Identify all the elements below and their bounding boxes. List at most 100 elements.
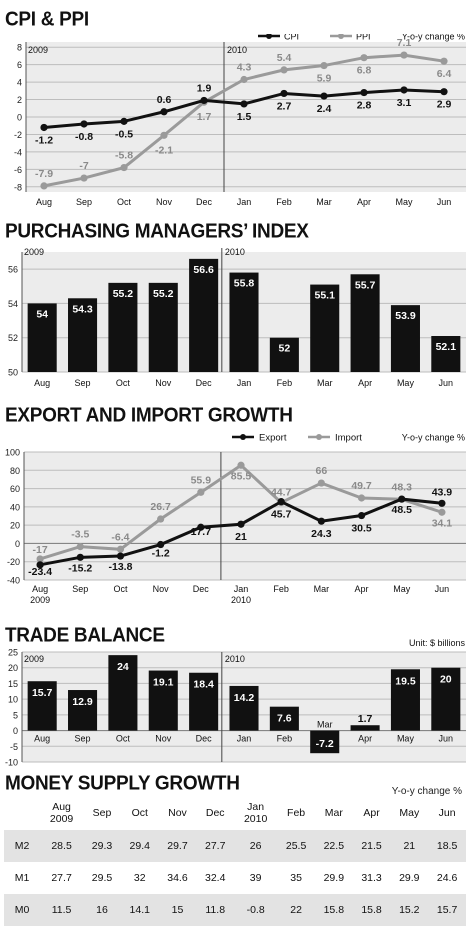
column-header: Sep <box>92 807 112 819</box>
table-cell: 29.9 <box>323 872 345 884</box>
year-label: 2010 <box>231 595 251 605</box>
data-label-import: 48.3 <box>392 481 413 493</box>
pmi-title: PURCHASING MANAGERS’ INDEX <box>5 220 309 243</box>
data-point <box>240 75 248 84</box>
export-import-title: EXPORT AND IMPORT GROWTH <box>5 404 293 427</box>
table-cell: 11.8 <box>205 904 226 916</box>
y-tick-label: 10 <box>8 695 18 705</box>
column-header: Oct <box>131 807 148 819</box>
x-tick-label: Mar <box>314 584 330 594</box>
x-tick-label: Nov <box>155 734 172 744</box>
bar <box>27 303 57 372</box>
x-tick-label: Dec <box>196 734 213 744</box>
data-point <box>320 61 328 70</box>
data-label-cpi: -0.8 <box>75 131 93 143</box>
x-tick-label: Nov <box>156 197 173 207</box>
bar-value-label: 19.5 <box>395 675 416 687</box>
money-supply-table: Aug 2009 Sep Oct Nov Dec Jan 2010 Feb Mar Apr May… <box>4 796 466 926</box>
bar <box>390 305 420 372</box>
bar <box>269 337 299 372</box>
x-tick-label: Dec <box>193 584 210 594</box>
data-point <box>440 88 448 96</box>
x-tick-label: Apr <box>358 378 372 388</box>
y-tick-label: 50 <box>8 368 18 378</box>
y-tick-label: 6 <box>17 60 22 70</box>
data-point <box>438 499 446 507</box>
data-label-ppi: 1.7 <box>197 111 212 123</box>
bar-value-label: 55.1 <box>315 290 336 302</box>
table-cell: 27.7 <box>51 872 72 884</box>
data-point <box>36 555 44 563</box>
table-cell: 21.5 <box>361 840 382 852</box>
data-label-cpi: 2.9 <box>437 99 452 111</box>
data-point <box>438 508 446 516</box>
x-tick-label: Jan <box>237 734 252 744</box>
y-tick-label: -8 <box>14 182 22 192</box>
row-label: M1 <box>14 872 30 884</box>
data-label-ppi: 7.1 <box>397 37 412 49</box>
table-cell: 15.8 <box>323 904 345 916</box>
data-label-export: -23.4 <box>28 566 52 578</box>
bar-value-label: 55.7 <box>355 279 376 291</box>
y-tick-label: 20 <box>8 663 18 673</box>
table-cell: 29.5 <box>91 872 113 884</box>
bar-value-label: 1.7 <box>358 713 373 725</box>
trade-balance-title: TRADE BALANCE <box>5 624 165 647</box>
data-label-cpi: 3.1 <box>397 97 412 109</box>
y-tick-label: 15 <box>8 679 18 689</box>
y-tick-label: 60 <box>10 484 20 494</box>
legend-label: Export <box>259 433 287 444</box>
bar-value-label: 55.8 <box>234 278 255 290</box>
year-label: 2009 <box>30 595 50 605</box>
column-header: Mar <box>324 807 343 819</box>
x-tick-label: Aug <box>32 584 48 594</box>
data-point <box>197 488 205 496</box>
table-cell: 15.8 <box>361 904 382 916</box>
data-point <box>280 66 288 74</box>
data-point <box>317 517 325 525</box>
column-header: May <box>399 807 420 819</box>
bar <box>68 690 98 731</box>
x-tick-label: Nov <box>155 378 172 388</box>
data-label-import: 49.7 <box>351 480 372 492</box>
y-tick-label: 0 <box>13 726 18 736</box>
table-row: M2 28.5 29.3 29.4 29.7 27.7 26 25.5 22.5 21.5 21 18… <box>4 830 466 862</box>
year-label: 2009 <box>24 247 44 257</box>
bar-value-label: 55.2 <box>113 288 134 300</box>
year-label: 2010 <box>225 247 245 257</box>
data-point <box>197 523 205 531</box>
table-cell: 32.4 <box>204 872 226 884</box>
legend-marker <box>240 434 246 440</box>
x-tick-label: Jun <box>439 734 454 744</box>
y-tick-label: 8 <box>17 43 22 53</box>
data-point <box>400 86 408 94</box>
bar <box>68 298 98 372</box>
y-tick-label: -4 <box>14 147 22 157</box>
data-point <box>320 92 328 100</box>
data-label-export: 24.3 <box>311 528 332 540</box>
data-point <box>120 117 128 125</box>
bar <box>229 272 259 372</box>
year-label: 2009 <box>24 654 44 664</box>
bar <box>189 672 219 731</box>
cpi-ppi-title: CPI & PPI <box>5 8 89 31</box>
bar <box>108 282 138 372</box>
x-tick-label: Mar <box>317 720 333 730</box>
bar <box>390 669 420 731</box>
x-tick-label: Feb <box>276 197 292 207</box>
x-tick-label: May <box>393 584 411 594</box>
y-tick-label: -10 <box>5 758 18 768</box>
y-tick-label: -2 <box>14 130 22 140</box>
legend-marker <box>316 434 322 440</box>
table-cell: 34.6 <box>167 872 188 884</box>
legend-label: CPI <box>284 34 299 42</box>
x-tick-label: Oct <box>116 378 131 388</box>
column-header: Nov <box>168 807 187 819</box>
y-tick-label: 0 <box>15 539 20 549</box>
x-tick-label: Apr <box>357 197 371 207</box>
data-label-ppi: 5.9 <box>317 73 332 85</box>
data-label-cpi: 1.9 <box>197 82 212 94</box>
table-row: M0 11.5 16 14.1 15 11.8 -0.8 22 15.8 15.8 15.2 15.7 <box>4 894 466 926</box>
table-cell: 25.5 <box>285 840 307 852</box>
table-cell: -0.8 <box>246 904 265 916</box>
